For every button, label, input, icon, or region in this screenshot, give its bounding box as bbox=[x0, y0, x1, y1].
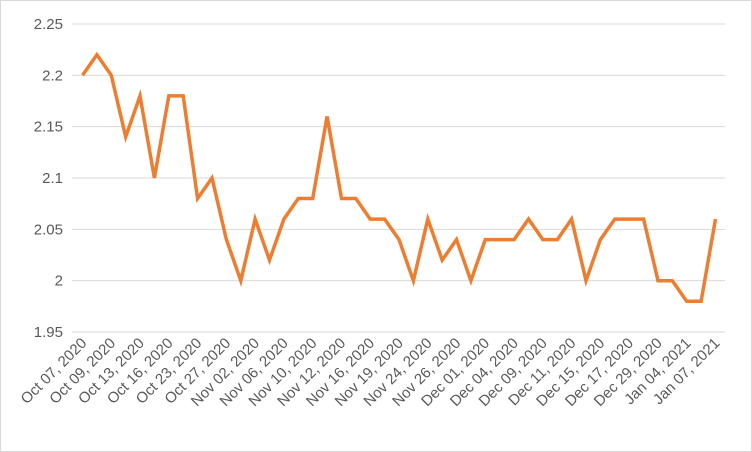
y-tick-label: 2.25 bbox=[34, 16, 63, 33]
y-tick-label: 2.2 bbox=[42, 67, 63, 84]
y-tick-label: 2.05 bbox=[34, 221, 63, 238]
y-tick-label: 1.95 bbox=[34, 324, 63, 341]
y-tick-label: 2.1 bbox=[42, 170, 63, 187]
y-tick-label: 2.15 bbox=[34, 119, 63, 136]
y-tick-label: 2 bbox=[55, 273, 63, 290]
